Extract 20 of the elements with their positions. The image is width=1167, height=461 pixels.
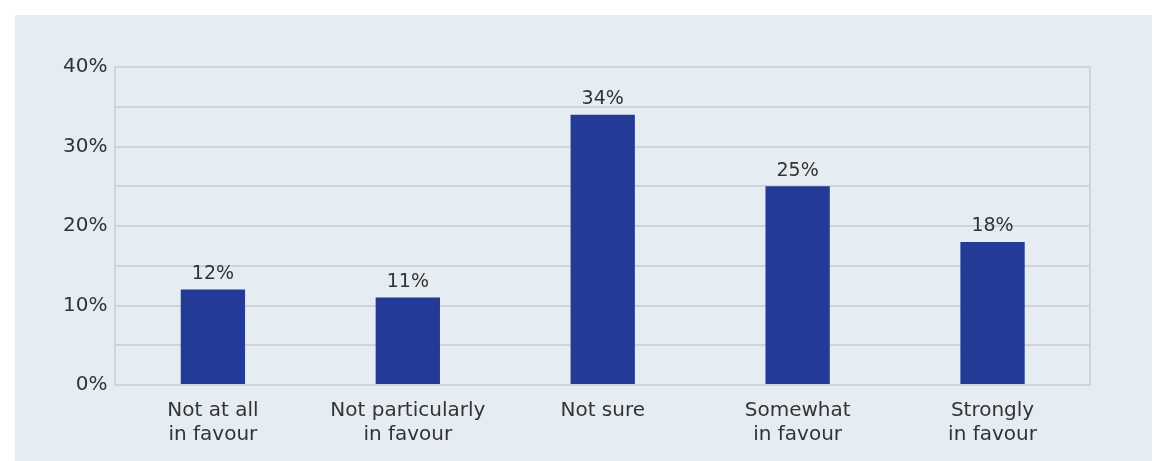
bar <box>570 114 635 384</box>
y-tick-label: 10% <box>63 291 108 316</box>
bar <box>960 241 1025 384</box>
x-tick-label: Not particularly in favour <box>330 397 486 446</box>
x-tick-label: Not at all in favour <box>167 397 259 446</box>
y-tick-label: 40% <box>63 53 108 78</box>
x-tick-label: Somewhat in favour <box>744 397 851 446</box>
data-label: 12% <box>191 261 235 284</box>
y-tick-label: 20% <box>63 212 108 237</box>
bar <box>765 186 830 384</box>
bar <box>375 297 440 384</box>
data-label: 34% <box>581 86 624 109</box>
data-label: 25% <box>776 157 819 180</box>
bar <box>180 289 246 384</box>
data-label: 18% <box>971 213 1014 236</box>
y-tick-label: 30% <box>63 132 108 157</box>
x-tick-label: Strongly in favour <box>948 397 1038 446</box>
y-tick-label: 0% <box>75 371 108 396</box>
x-tick-label: Not sure <box>560 397 646 422</box>
data-label: 11% <box>386 268 429 291</box>
